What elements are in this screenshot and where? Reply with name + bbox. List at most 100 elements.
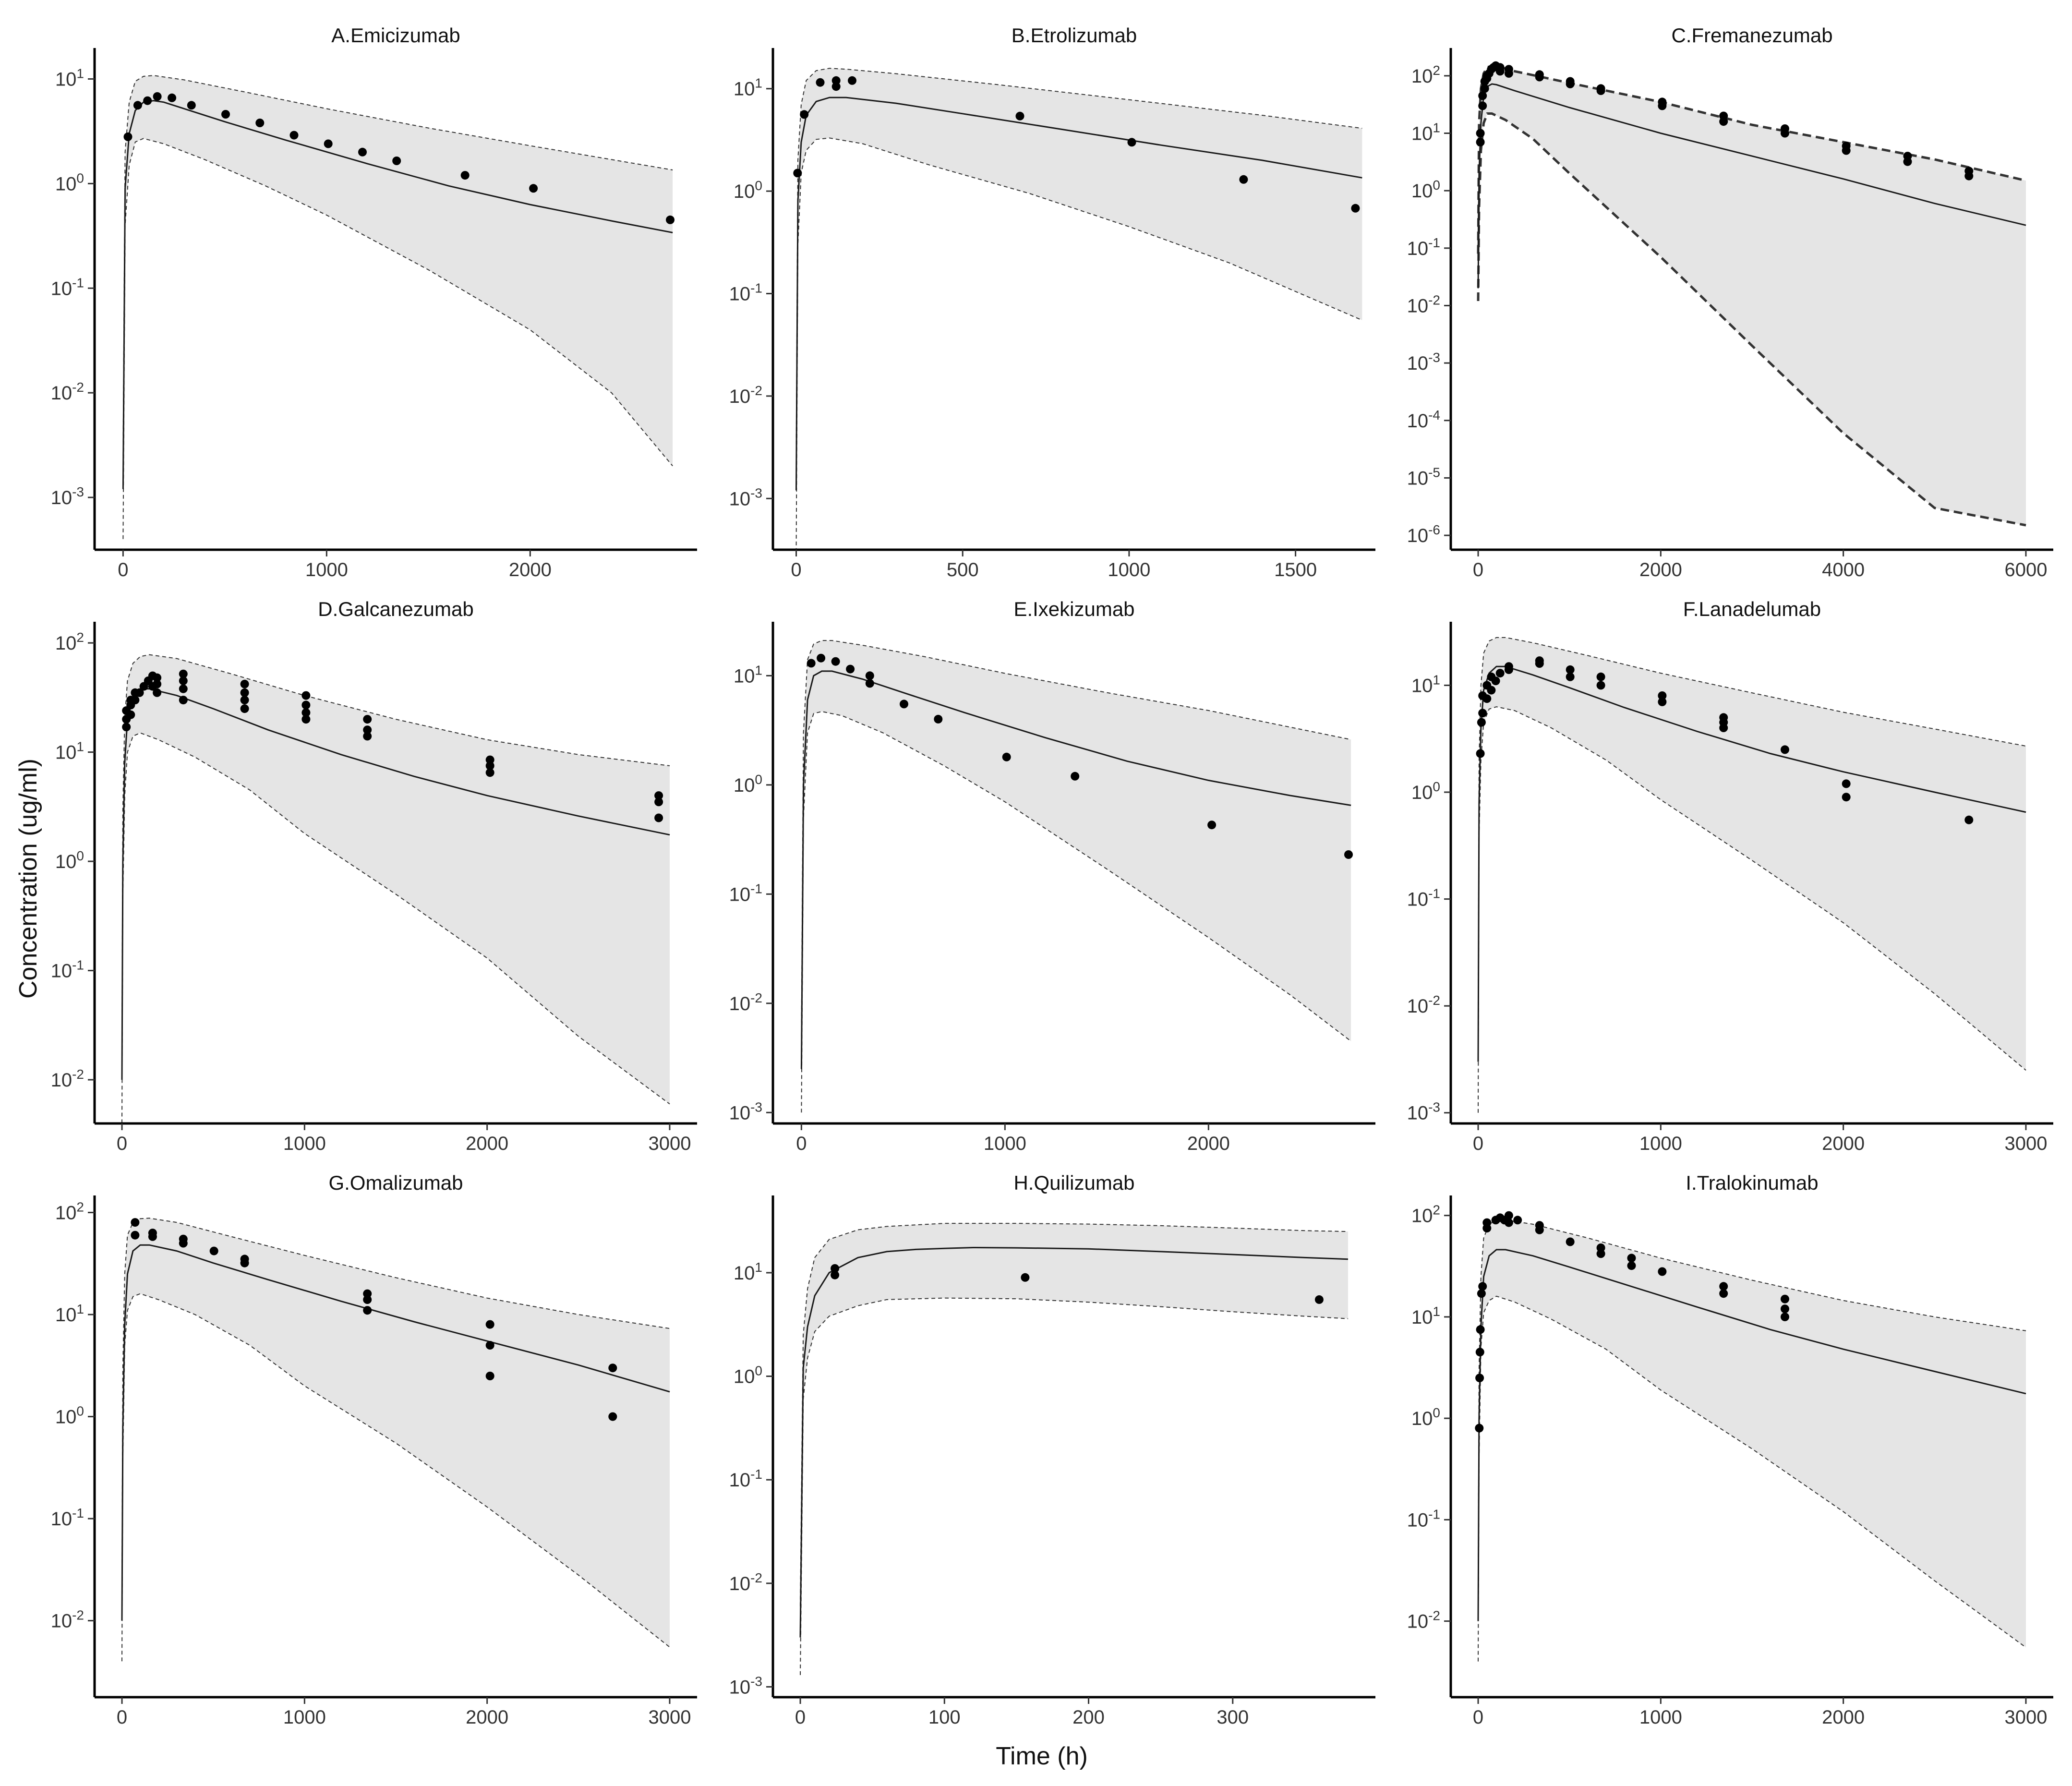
panel-title: A.Emicizumab bbox=[331, 24, 460, 47]
observed-point bbox=[1476, 129, 1485, 138]
upper-bound-line bbox=[800, 1223, 1349, 1606]
observed-point bbox=[654, 813, 663, 822]
prediction-band bbox=[1478, 65, 2026, 526]
observed-point bbox=[1021, 1273, 1030, 1282]
observed-point bbox=[1495, 669, 1505, 678]
observed-point bbox=[831, 82, 841, 91]
x-tick-label: 0 bbox=[791, 559, 801, 580]
y-tick-label: 10-2 bbox=[51, 380, 84, 404]
observed-point bbox=[179, 1234, 188, 1243]
panel-title: C.Fremanezumab bbox=[1671, 24, 1832, 47]
observed-point bbox=[126, 710, 135, 719]
observed-point bbox=[301, 700, 311, 710]
x-tick-label: 1000 bbox=[1639, 1133, 1682, 1154]
observed-point bbox=[1781, 1312, 1789, 1321]
observed-point bbox=[363, 725, 372, 735]
plot-area bbox=[1476, 61, 2026, 527]
observed-point bbox=[143, 96, 152, 105]
observed-point bbox=[289, 131, 299, 140]
observed-point bbox=[1842, 146, 1851, 155]
observed-point bbox=[865, 679, 874, 688]
observed-point bbox=[831, 1264, 840, 1273]
panel-title: I.Tralokinumab bbox=[1686, 1171, 1818, 1194]
x-tick-label: 2000 bbox=[1639, 559, 1682, 580]
y-tick-label: 100 bbox=[734, 772, 762, 796]
median-prediction-line bbox=[795, 97, 1362, 491]
y-tick-label: 10-2 bbox=[729, 1570, 762, 1594]
observed-point bbox=[831, 657, 840, 666]
panel-c: 0 2000 4000 6000 10-6 10-5 10-4 10-3 10-2 10-1 100… bbox=[1407, 24, 2053, 580]
panel-b: 0 500 1000 1500 10-3 10-2 10-1 100 101 B.Etrolizu… bbox=[729, 24, 1375, 580]
observed-point bbox=[179, 696, 188, 705]
observed-point bbox=[1482, 1218, 1492, 1227]
x-tick-label: 3000 bbox=[648, 1133, 691, 1154]
observed-point bbox=[1781, 745, 1789, 754]
observed-point bbox=[1535, 656, 1544, 665]
observed-point bbox=[608, 1364, 617, 1373]
observed-point bbox=[1964, 171, 1974, 181]
observed-point bbox=[179, 669, 188, 678]
observed-point bbox=[1504, 69, 1513, 78]
observed-point bbox=[363, 1295, 372, 1304]
observed-point bbox=[122, 723, 131, 732]
panel-title: G.Omalizumab bbox=[328, 1171, 463, 1194]
y-axis-title: Concentration (ug/ml) bbox=[14, 759, 42, 999]
observed-point bbox=[1596, 672, 1605, 681]
observed-point bbox=[153, 92, 162, 101]
observed-point bbox=[1478, 91, 1487, 100]
median-prediction-line bbox=[121, 688, 670, 1080]
observed-point bbox=[1842, 779, 1851, 788]
median-prediction-line bbox=[1477, 83, 2026, 289]
panel-a: 0 1000 2000 10-3 10-2 10-1 100 101 A.Emicizumab bbox=[51, 24, 697, 580]
observed-point bbox=[363, 1289, 372, 1298]
observed-point bbox=[1627, 1254, 1636, 1263]
y-tick-label: 10-3 bbox=[1407, 1100, 1440, 1124]
observed-point bbox=[221, 110, 230, 119]
observed-point bbox=[846, 664, 855, 674]
plot-area bbox=[121, 1218, 670, 1662]
y-tick-label: 10-3 bbox=[729, 485, 762, 509]
x-axis-title: Time (h) bbox=[996, 1742, 1088, 1770]
y-tick-label: 10-2 bbox=[1407, 1608, 1440, 1632]
x-tick-label: 2000 bbox=[466, 1133, 508, 1154]
observed-point bbox=[240, 704, 249, 713]
x-tick-label: 500 bbox=[947, 559, 979, 580]
observed-point bbox=[133, 101, 142, 110]
y-tick-label: 102 bbox=[55, 630, 84, 654]
observed-point bbox=[485, 1320, 494, 1329]
observed-point bbox=[666, 215, 675, 224]
y-tick-label: 100 bbox=[1411, 1405, 1440, 1429]
observed-point bbox=[123, 132, 133, 141]
y-tick-label: 10-2 bbox=[1407, 292, 1440, 316]
x-tick-label: 0 bbox=[795, 1707, 806, 1728]
observed-point bbox=[460, 171, 470, 180]
observed-point bbox=[817, 653, 826, 663]
prediction-band bbox=[800, 1223, 1348, 1675]
x-tick-label: 3000 bbox=[648, 1707, 691, 1728]
x-tick-label: 0 bbox=[1473, 1133, 1483, 1154]
y-tick-label: 101 bbox=[55, 66, 84, 90]
observed-point bbox=[900, 700, 908, 709]
y-tick-label: 10-1 bbox=[729, 881, 762, 905]
x-tick-label: 0 bbox=[118, 559, 128, 580]
x-tick-label: 0 bbox=[1473, 1707, 1483, 1728]
observed-point bbox=[1658, 101, 1667, 110]
prediction-band bbox=[1478, 637, 2026, 1113]
prediction-band bbox=[123, 75, 673, 539]
y-tick-label: 10-1 bbox=[1407, 235, 1440, 259]
y-tick-label: 10-3 bbox=[729, 1674, 762, 1698]
observed-point bbox=[654, 797, 663, 807]
observed-point bbox=[1781, 1304, 1789, 1314]
y-tick-label: 10-2 bbox=[729, 990, 762, 1014]
observed-point bbox=[1719, 724, 1728, 732]
observed-point bbox=[255, 119, 265, 127]
observed-point bbox=[1127, 138, 1136, 147]
y-tick-label: 10-5 bbox=[1407, 465, 1440, 489]
lower-bound-line bbox=[122, 138, 673, 539]
x-tick-label: 0 bbox=[117, 1133, 127, 1154]
x-tick-label: 0 bbox=[796, 1133, 807, 1154]
y-tick-label: 10-1 bbox=[1407, 1507, 1440, 1531]
observed-point bbox=[1781, 1294, 1789, 1303]
panel-e: 0 1000 2000 10-3 10-2 10-1 100 101 E.Ixekizumab bbox=[729, 598, 1375, 1154]
observed-point bbox=[848, 76, 856, 85]
